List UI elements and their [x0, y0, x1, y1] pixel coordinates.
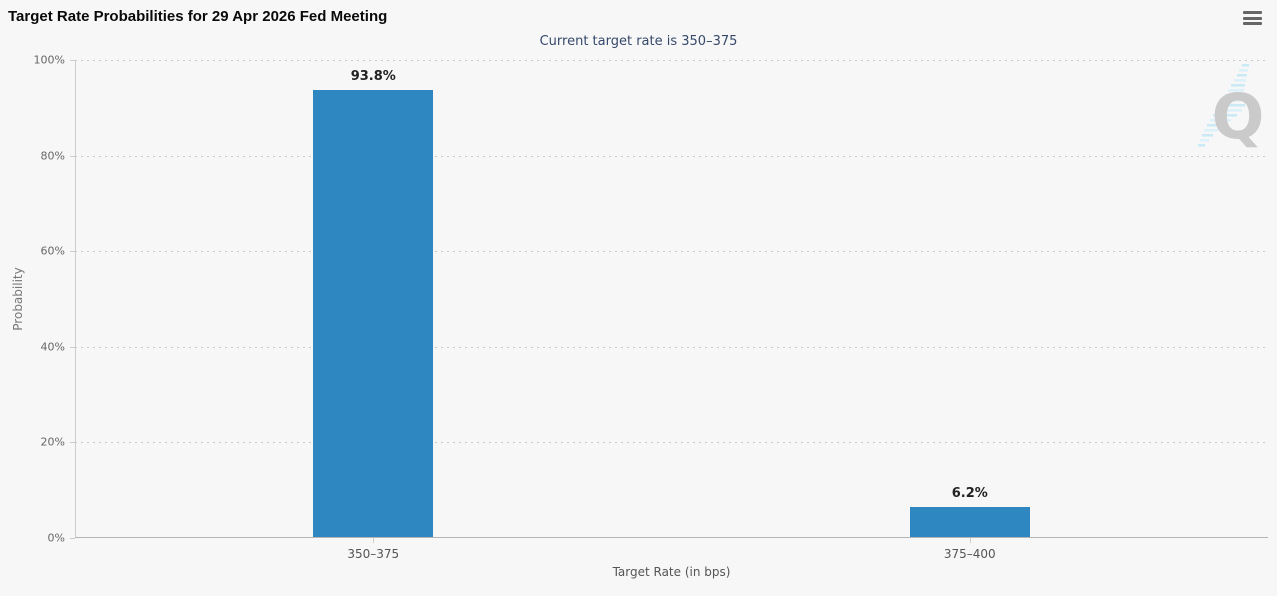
- x-axis-title: Target Rate (in bps): [612, 565, 731, 579]
- x-axis-tick: [969, 538, 971, 543]
- x-axis-category-label: 375–400: [943, 547, 996, 561]
- y-gridline: [75, 60, 1268, 61]
- hamburger-menu-icon[interactable]: [1243, 11, 1262, 25]
- y-axis-label: 60%: [40, 244, 65, 258]
- y-axis-tick: [70, 346, 75, 348]
- quikstrike-watermark-icon: Q: [1198, 64, 1265, 153]
- plot-area: 0% 20% 40% 60% 80% 100% 93.8% 350–375 6.2% 375–40…: [34, 54, 1268, 561]
- y-axis-tick: [70, 538, 75, 539]
- x-axis-line: [75, 537, 1268, 538]
- y-axis-line: [75, 60, 76, 538]
- y-gridline: [75, 442, 1268, 444]
- y-gridline: [75, 251, 1268, 253]
- y-axis-label: 0%: [47, 531, 65, 545]
- y-axis-title: Probability: [11, 267, 25, 331]
- y-axis-label: 80%: [40, 149, 65, 163]
- x-axis-tick: [373, 538, 375, 543]
- chart-title: Target Rate Probabilities for 29 Apr 202…: [8, 8, 388, 25]
- y-axis-label: 40%: [40, 340, 65, 354]
- bar-value-label: 93.8%: [350, 68, 396, 84]
- y-axis-tick: [70, 251, 75, 253]
- hamburger-bar: [1243, 22, 1262, 25]
- y-gridline: [75, 155, 1268, 157]
- probability-bar[interactable]: [313, 89, 434, 537]
- probability-bar[interactable]: [909, 507, 1030, 537]
- hamburger-bar: [1243, 11, 1262, 14]
- y-axis-tick: [70, 60, 75, 61]
- y-axis-tick: [70, 442, 75, 444]
- x-axis-category-label: 350–375: [347, 547, 400, 561]
- svg-text:Q: Q: [1212, 80, 1265, 153]
- y-axis-tick: [70, 155, 75, 157]
- hamburger-bar: [1243, 16, 1262, 20]
- y-axis-label: 20%: [40, 435, 65, 449]
- y-axis-label: 100%: [33, 53, 65, 67]
- y-gridline: [75, 346, 1268, 348]
- bar-value-label: 6.2%: [951, 486, 988, 502]
- chart-subtitle: Current target rate is 350–375: [539, 34, 738, 49]
